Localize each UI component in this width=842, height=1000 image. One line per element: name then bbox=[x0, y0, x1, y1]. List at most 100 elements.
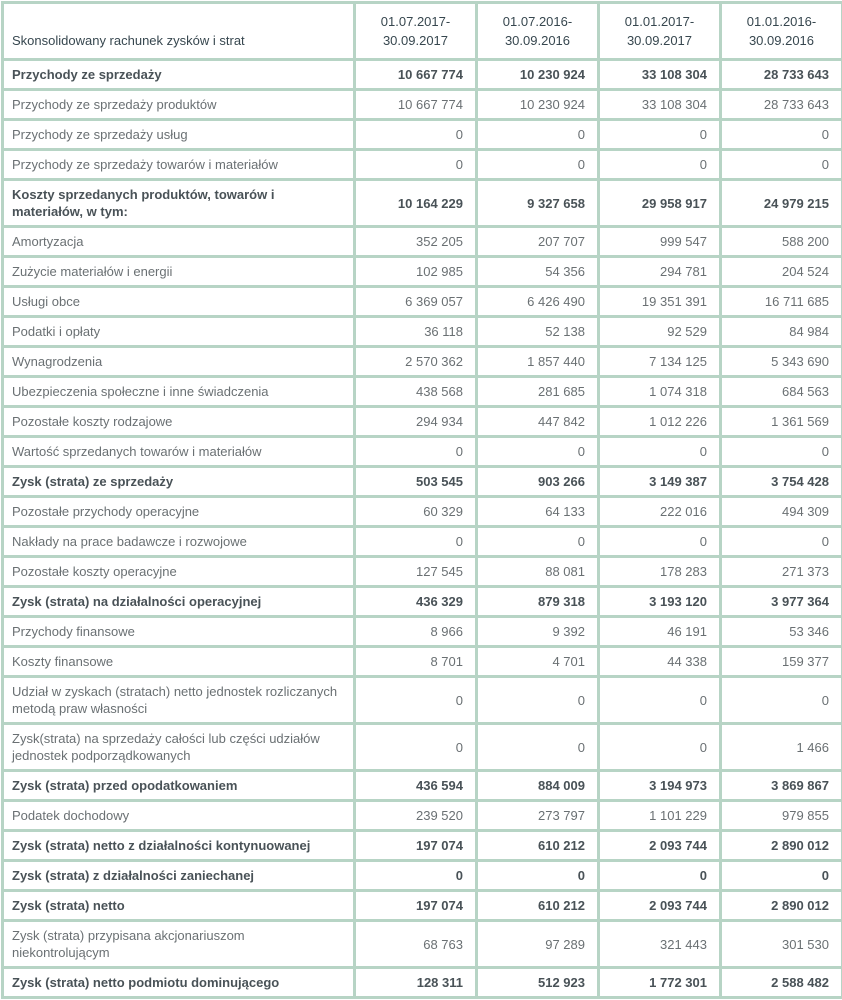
value-cell: 10 164 229 bbox=[355, 180, 477, 227]
value-cell: 2 588 482 bbox=[721, 968, 842, 998]
value-cell: 610 212 bbox=[477, 891, 599, 921]
value-cell: 9 327 658 bbox=[477, 180, 599, 227]
value-cell: 7 134 125 bbox=[599, 347, 721, 377]
value-cell: 16 711 685 bbox=[721, 287, 842, 317]
value-cell: 52 138 bbox=[477, 317, 599, 347]
value-cell: 0 bbox=[599, 150, 721, 180]
value-cell: 204 524 bbox=[721, 257, 842, 287]
value-cell: 0 bbox=[599, 527, 721, 557]
value-cell: 447 842 bbox=[477, 407, 599, 437]
value-cell: 281 685 bbox=[477, 377, 599, 407]
value-cell: 8 701 bbox=[355, 647, 477, 677]
row-label: Pozostałe koszty rodzajowe bbox=[3, 407, 355, 437]
table-row: Zysk (strata) netto podmiotu dominująceg… bbox=[3, 968, 842, 998]
table-row: Zysk(strata) na sprzedaży całości lub cz… bbox=[3, 724, 842, 771]
row-label: Przychody finansowe bbox=[3, 617, 355, 647]
value-cell: 884 009 bbox=[477, 771, 599, 801]
table-row: Udział w zyskach (stratach) netto jednos… bbox=[3, 677, 842, 724]
value-cell: 102 985 bbox=[355, 257, 477, 287]
period-line-2: 30.09.2016 bbox=[749, 33, 814, 48]
value-cell: 0 bbox=[721, 677, 842, 724]
value-cell: 197 074 bbox=[355, 891, 477, 921]
value-cell: 999 547 bbox=[599, 227, 721, 257]
value-cell: 3 977 364 bbox=[721, 587, 842, 617]
row-label: Pozostałe przychody operacyjne bbox=[3, 497, 355, 527]
value-cell: 3 193 120 bbox=[599, 587, 721, 617]
value-cell: 273 797 bbox=[477, 801, 599, 831]
value-cell: 8 966 bbox=[355, 617, 477, 647]
value-cell: 0 bbox=[355, 150, 477, 180]
row-label: Zysk(strata) na sprzedaży całości lub cz… bbox=[3, 724, 355, 771]
value-cell: 3 149 387 bbox=[599, 467, 721, 497]
row-label: Udział w zyskach (stratach) netto jednos… bbox=[3, 677, 355, 724]
table-row: Wartość sprzedanych towarów i materiałów… bbox=[3, 437, 842, 467]
period-line-2: 30.09.2017 bbox=[383, 33, 448, 48]
value-cell: 36 118 bbox=[355, 317, 477, 347]
row-label: Zysk (strata) netto z działalności konty… bbox=[3, 831, 355, 861]
value-cell: 0 bbox=[355, 724, 477, 771]
value-cell: 0 bbox=[721, 120, 842, 150]
row-label: Zysk (strata) ze sprzedaży bbox=[3, 467, 355, 497]
value-cell: 46 191 bbox=[599, 617, 721, 647]
value-cell: 4 701 bbox=[477, 647, 599, 677]
row-label: Zysk (strata) netto podmiotu dominująceg… bbox=[3, 968, 355, 998]
value-cell: 5 343 690 bbox=[721, 347, 842, 377]
value-cell: 0 bbox=[355, 861, 477, 891]
value-cell: 271 373 bbox=[721, 557, 842, 587]
value-cell: 588 200 bbox=[721, 227, 842, 257]
row-label: Przychody ze sprzedaży produktów bbox=[3, 90, 355, 120]
row-label: Ubezpieczenia społeczne i inne świadczen… bbox=[3, 377, 355, 407]
value-cell: 0 bbox=[477, 437, 599, 467]
value-cell: 979 855 bbox=[721, 801, 842, 831]
period-line-1: 01.07.2017- bbox=[381, 14, 450, 29]
period-column-header: 01.01.2017-30.09.2017 bbox=[599, 3, 721, 60]
value-cell: 301 530 bbox=[721, 921, 842, 968]
value-cell: 436 594 bbox=[355, 771, 477, 801]
value-cell: 207 707 bbox=[477, 227, 599, 257]
value-cell: 9 392 bbox=[477, 617, 599, 647]
row-label: Zysk (strata) przypisana akcjonariuszom … bbox=[3, 921, 355, 968]
value-cell: 159 377 bbox=[721, 647, 842, 677]
value-cell: 3 869 867 bbox=[721, 771, 842, 801]
value-cell: 28 733 643 bbox=[721, 60, 842, 90]
statement-title: Skonsolidowany rachunek zysków i strat bbox=[3, 3, 355, 60]
value-cell: 54 356 bbox=[477, 257, 599, 287]
value-cell: 1 074 318 bbox=[599, 377, 721, 407]
value-cell: 92 529 bbox=[599, 317, 721, 347]
table-row: Zysk (strata) netto z działalności konty… bbox=[3, 831, 842, 861]
value-cell: 294 934 bbox=[355, 407, 477, 437]
value-cell: 0 bbox=[355, 437, 477, 467]
row-label: Przychody ze sprzedaży bbox=[3, 60, 355, 90]
row-label: Zysk (strata) z działalności zaniechanej bbox=[3, 861, 355, 891]
value-cell: 294 781 bbox=[599, 257, 721, 287]
value-cell: 10 667 774 bbox=[355, 60, 477, 90]
value-cell: 610 212 bbox=[477, 831, 599, 861]
value-cell: 6 426 490 bbox=[477, 287, 599, 317]
value-cell: 436 329 bbox=[355, 587, 477, 617]
value-cell: 1 101 229 bbox=[599, 801, 721, 831]
row-label: Podatki i opłaty bbox=[3, 317, 355, 347]
value-cell: 2 093 744 bbox=[599, 891, 721, 921]
period-line-1: 01.07.2016- bbox=[503, 14, 572, 29]
value-cell: 222 016 bbox=[599, 497, 721, 527]
value-cell: 0 bbox=[477, 150, 599, 180]
value-cell: 10 667 774 bbox=[355, 90, 477, 120]
value-cell: 33 108 304 bbox=[599, 90, 721, 120]
value-cell: 0 bbox=[721, 527, 842, 557]
row-label: Koszty finansowe bbox=[3, 647, 355, 677]
value-cell: 10 230 924 bbox=[477, 90, 599, 120]
value-cell: 2 570 362 bbox=[355, 347, 477, 377]
value-cell: 0 bbox=[721, 150, 842, 180]
value-cell: 1 772 301 bbox=[599, 968, 721, 998]
value-cell: 321 443 bbox=[599, 921, 721, 968]
